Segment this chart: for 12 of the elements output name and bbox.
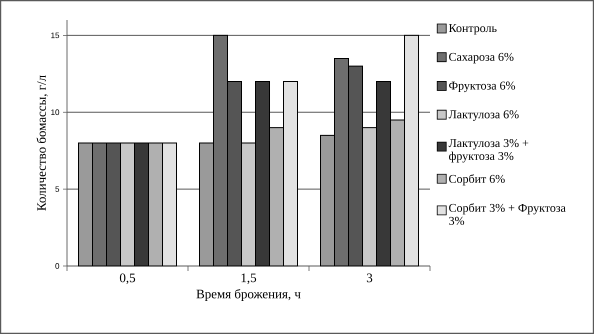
legend-label: Сорбит 6% xyxy=(449,174,505,186)
x-tick-label: 3 xyxy=(366,274,372,282)
x-tick-label: 1,5 xyxy=(242,274,256,284)
legend-label: Фруктоза 6% xyxy=(449,82,516,92)
legend-label: Контроль xyxy=(448,24,497,35)
legend-label: Лактулоза 6% xyxy=(448,110,519,121)
legend-label: Сахароза 6% xyxy=(449,52,514,64)
x-tick-label: 0,5 xyxy=(120,274,136,284)
legend-label: Лактулоза 3% + фруктоза 3% xyxy=(448,139,528,163)
x-axis-title: Время брожения, ч xyxy=(196,288,301,301)
y-axis-title: Количество бомассы, г/л xyxy=(36,75,48,211)
legend-label: Сорбит 3% + Фруктоза 3% xyxy=(449,203,566,225)
